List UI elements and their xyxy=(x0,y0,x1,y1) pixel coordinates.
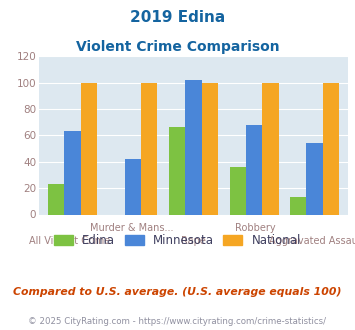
Bar xyxy=(202,82,218,214)
Text: Violent Crime Comparison: Violent Crime Comparison xyxy=(76,40,279,53)
Bar xyxy=(306,143,323,214)
Text: Murder & Mans...: Murder & Mans... xyxy=(90,223,174,233)
Bar xyxy=(290,197,306,215)
Bar xyxy=(229,167,246,214)
Text: Aggravated Assault: Aggravated Assault xyxy=(269,236,355,246)
Bar xyxy=(48,184,64,214)
Text: Rape: Rape xyxy=(181,236,206,246)
Text: All Violent Crime: All Violent Crime xyxy=(29,236,110,246)
Bar xyxy=(246,125,262,214)
Legend: Edina, Minnesota, National: Edina, Minnesota, National xyxy=(49,229,306,251)
Text: Compared to U.S. average. (U.S. average equals 100): Compared to U.S. average. (U.S. average … xyxy=(13,287,342,297)
Bar xyxy=(125,159,141,214)
Text: Robbery: Robbery xyxy=(235,223,275,233)
Bar xyxy=(141,82,158,214)
Bar xyxy=(81,82,97,214)
Bar xyxy=(185,80,202,214)
Bar xyxy=(169,127,185,214)
Bar xyxy=(323,82,339,214)
Text: 2019 Edina: 2019 Edina xyxy=(130,10,225,25)
Bar xyxy=(262,82,279,214)
Bar xyxy=(64,131,81,214)
Text: © 2025 CityRating.com - https://www.cityrating.com/crime-statistics/: © 2025 CityRating.com - https://www.city… xyxy=(28,317,327,326)
